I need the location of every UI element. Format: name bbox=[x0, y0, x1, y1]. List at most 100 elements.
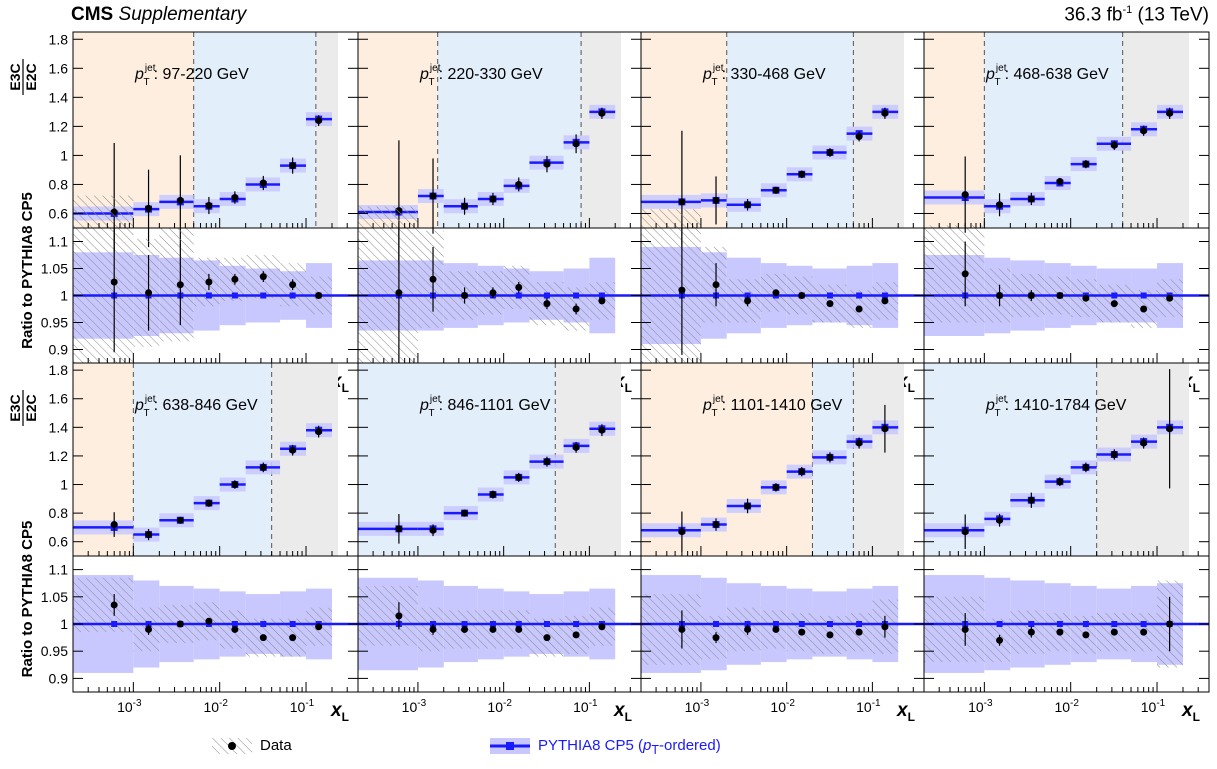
x-axis-subscript: L bbox=[625, 710, 632, 724]
ratio-mc-point bbox=[1140, 621, 1147, 627]
x-tick-label: 10-1 bbox=[1141, 698, 1166, 715]
ratio-data-point bbox=[855, 305, 863, 313]
ratio-mc-point bbox=[205, 292, 212, 299]
ratio-data-point bbox=[881, 297, 889, 305]
y-label-denominator: E2C bbox=[23, 63, 39, 90]
ratio-data-point bbox=[1027, 628, 1035, 636]
x-tick-exp: -3 bbox=[417, 698, 426, 709]
ratio-data-point bbox=[461, 625, 469, 633]
ratio-mc-point bbox=[881, 292, 888, 299]
ratio-data-point bbox=[598, 623, 606, 631]
legend-mc-label-post: -ordered) bbox=[659, 736, 721, 754]
lumi-exponent: -1 bbox=[1122, 4, 1133, 16]
pt-label: pjet T: 1410-1784 GeV bbox=[985, 394, 1127, 419]
ratio-y-tick-label: 0.95 bbox=[41, 643, 68, 659]
pt-symbol: p bbox=[985, 66, 995, 83]
region-mid bbox=[437, 32, 582, 228]
data-point bbox=[572, 443, 580, 451]
data-point bbox=[1140, 439, 1148, 447]
ratio-data-point bbox=[572, 631, 580, 639]
data-point bbox=[489, 195, 497, 203]
ratio-data-point bbox=[678, 286, 686, 294]
ratio-data-point bbox=[395, 289, 403, 297]
ratio-data-point bbox=[289, 634, 297, 642]
ratio-mc-point bbox=[573, 292, 580, 299]
x-axis-subscript: L bbox=[625, 381, 632, 395]
ratio-data-point bbox=[145, 289, 153, 297]
pt-label: pjet T: 330-468 GeV bbox=[702, 63, 826, 88]
data-point bbox=[744, 502, 752, 510]
data-point bbox=[429, 526, 437, 534]
x-tick-exp: -2 bbox=[219, 698, 228, 709]
x-tick-exp: -1 bbox=[305, 698, 314, 709]
data-point bbox=[1166, 109, 1174, 117]
data-point bbox=[461, 509, 469, 517]
ratio-data-point bbox=[881, 623, 889, 631]
x-tick-label: 10-2 bbox=[487, 698, 512, 715]
data-point bbox=[855, 439, 863, 447]
x-tick-exp: -1 bbox=[872, 698, 881, 709]
ratio-mc-point bbox=[1111, 292, 1118, 299]
x-tick-exp: -1 bbox=[1156, 698, 1165, 709]
ratio-data-point bbox=[826, 300, 834, 308]
ratio-mc-point bbox=[543, 621, 550, 627]
ratio-data-point bbox=[205, 278, 213, 286]
ratio-data-point bbox=[1056, 292, 1064, 299]
ratio-y-tick-label: 0.9 bbox=[49, 342, 69, 358]
ratio-data-point bbox=[961, 270, 969, 278]
data-point bbox=[712, 196, 720, 204]
pt-superscript: jet bbox=[712, 63, 724, 74]
x-axis-subscript: L bbox=[342, 381, 349, 395]
ratio-data-point bbox=[1082, 631, 1090, 639]
y-label-numerator: E3C bbox=[7, 63, 23, 90]
ratio-data-syst bbox=[726, 279, 761, 323]
data-point bbox=[259, 463, 267, 471]
ratio-mc-point bbox=[856, 292, 863, 299]
x-tick-exp: -3 bbox=[700, 698, 709, 709]
x-tick-label: 10-2 bbox=[203, 698, 228, 715]
ratio-data-syst bbox=[73, 195, 134, 369]
data-point bbox=[1166, 425, 1174, 433]
pt-label: pjet T: 638-846 GeV bbox=[134, 394, 258, 419]
x-axis-label: xL bbox=[896, 700, 915, 724]
ratio-mc-point bbox=[856, 621, 863, 627]
pt-symbol: p bbox=[134, 397, 144, 414]
y-tick-label: 1.2 bbox=[49, 118, 69, 134]
ratio-mc-point bbox=[515, 292, 522, 299]
ratio-data-point bbox=[961, 625, 969, 633]
ratio-data-syst bbox=[1010, 610, 1045, 654]
data-point bbox=[461, 202, 469, 210]
ratio-mc-point bbox=[1082, 621, 1089, 627]
data-point bbox=[289, 162, 297, 170]
x-tick-exp: -3 bbox=[133, 698, 142, 709]
data-point bbox=[826, 453, 834, 461]
data-point bbox=[772, 483, 780, 491]
data-point bbox=[515, 473, 523, 481]
top-y-label: E3C E2C bbox=[7, 390, 39, 426]
x-axis-subscript: L bbox=[1193, 710, 1200, 724]
ratio-data-point bbox=[145, 625, 153, 633]
ratio-mc-point bbox=[231, 292, 238, 299]
ratio-data-syst bbox=[726, 607, 761, 652]
data-point bbox=[315, 117, 323, 125]
data-point bbox=[798, 468, 806, 476]
data-point bbox=[772, 186, 780, 194]
ratio-mc-point bbox=[260, 292, 267, 299]
ratio-data-syst bbox=[641, 594, 701, 665]
data-point bbox=[744, 201, 752, 209]
data-point bbox=[429, 192, 437, 200]
ratio-data-point bbox=[231, 275, 239, 283]
ratio-data-point bbox=[259, 273, 267, 281]
region-high bbox=[581, 32, 621, 228]
data-point bbox=[1056, 478, 1064, 486]
x-axis-label: xL bbox=[613, 700, 632, 724]
ratio-data-point bbox=[110, 601, 118, 609]
ratio-y-tick-label: 1.1 bbox=[49, 234, 69, 250]
data-point bbox=[961, 191, 969, 199]
x-axis-label: xL bbox=[330, 700, 349, 724]
y-label-denominator: E2C bbox=[23, 394, 39, 421]
x-tick-label: 10-1 bbox=[290, 698, 315, 715]
data-point bbox=[598, 109, 606, 117]
